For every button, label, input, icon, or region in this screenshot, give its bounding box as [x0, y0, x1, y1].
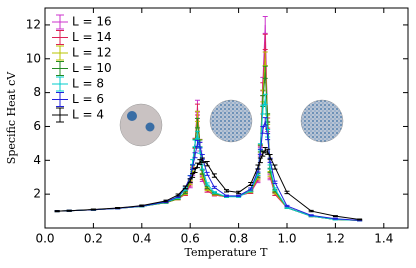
error-bar — [308, 214, 314, 217]
error-bar — [204, 160, 210, 167]
error-bar — [115, 207, 121, 210]
error-bar — [257, 157, 263, 164]
error-bar — [284, 204, 290, 208]
legend-symbol — [52, 30, 68, 45]
error-bar — [267, 154, 273, 160]
x-tick-label: 0.2 — [84, 232, 103, 246]
error-bar — [211, 185, 217, 189]
error-bar — [357, 218, 363, 221]
error-bar — [187, 178, 193, 183]
y-tick-label: 4 — [33, 153, 41, 167]
x-tick-label: 1.4 — [374, 232, 393, 246]
error-bar — [194, 162, 200, 169]
error-bar — [204, 171, 210, 176]
error-bar — [163, 199, 169, 203]
error-bar — [272, 164, 278, 170]
error-bar — [332, 217, 338, 220]
sphere-image — [119, 103, 163, 147]
error-bar — [90, 208, 96, 211]
error-bar — [182, 185, 188, 190]
series-line — [57, 149, 360, 221]
error-bar — [262, 15, 268, 34]
error-bar — [211, 191, 217, 194]
cluster — [127, 111, 137, 121]
error-bar — [308, 209, 314, 213]
error-bar — [194, 117, 200, 129]
insets — [119, 99, 344, 147]
legend-label: L = 16 — [72, 15, 112, 29]
error-bar — [192, 167, 198, 173]
legend-symbol — [52, 14, 68, 30]
legend-symbol — [52, 76, 68, 92]
legend-label: L = 10 — [72, 61, 112, 75]
legend-label: L = 4 — [72, 108, 104, 122]
error-bar — [175, 193, 181, 197]
plot-frame — [44, 7, 409, 229]
error-bar — [194, 130, 200, 140]
legend-symbol — [52, 92, 68, 107]
legend-symbol — [52, 107, 68, 123]
error-bar — [199, 157, 205, 164]
y-tick-label: 6 — [33, 119, 41, 133]
error-bar — [332, 215, 338, 218]
series-line — [57, 121, 360, 221]
y-tick-label: 10 — [26, 51, 41, 65]
error-bar — [66, 209, 72, 212]
error-bar — [248, 181, 254, 187]
error-bar — [262, 33, 268, 50]
x-tick-label: 0.6 — [181, 232, 200, 246]
legend-label: L = 14 — [72, 30, 112, 44]
error-bar — [192, 152, 198, 159]
x-tick-label: 1.0 — [277, 232, 296, 246]
error-bar — [211, 173, 217, 178]
error-bar — [284, 206, 290, 209]
error-bar — [255, 164, 261, 170]
x-tick-label: 0.0 — [35, 232, 54, 246]
error-bar — [272, 187, 278, 191]
x-tick-label: 0.8 — [229, 232, 248, 246]
error-bar — [139, 204, 145, 207]
error-bar — [54, 210, 60, 213]
error-bar — [262, 146, 268, 154]
y-axis-label: Specific Heat cV — [5, 71, 18, 164]
x-tick-label: 0.4 — [132, 232, 151, 246]
error-bar — [248, 187, 254, 191]
sphere-image — [300, 99, 344, 143]
error-bar — [194, 139, 200, 147]
error-bar — [262, 117, 268, 126]
y-tick-label: 8 — [33, 85, 41, 99]
error-bar — [190, 173, 196, 178]
error-bar — [284, 190, 290, 195]
x-axis-label: Temperature T — [185, 246, 269, 259]
error-bar — [199, 164, 205, 170]
error-bar — [265, 133, 271, 141]
error-bar — [204, 182, 210, 186]
x-tick-label: 1.2 — [326, 232, 345, 246]
error-bar — [262, 65, 268, 79]
error-bar — [197, 141, 203, 149]
legend-symbol — [52, 61, 68, 76]
error-bar — [236, 190, 242, 195]
error-bar — [197, 159, 203, 165]
y-tick-label: 12 — [26, 17, 41, 31]
error-bar — [260, 104, 266, 115]
legend-label: L = 12 — [72, 46, 112, 60]
error-bar — [272, 180, 278, 184]
error-bar — [224, 194, 229, 198]
cluster — [145, 122, 155, 132]
error-bar — [262, 93, 268, 105]
y-tick-label: 2 — [33, 187, 41, 201]
legend-symbol — [52, 45, 68, 61]
sphere-image — [209, 99, 253, 143]
error-bar — [262, 51, 268, 67]
legend-label: L = 6 — [72, 92, 104, 106]
error-bar — [260, 125, 266, 134]
error-bar — [224, 189, 229, 193]
error-bar — [236, 194, 242, 198]
error-bar — [260, 150, 266, 157]
legend-label: L = 8 — [72, 77, 104, 91]
